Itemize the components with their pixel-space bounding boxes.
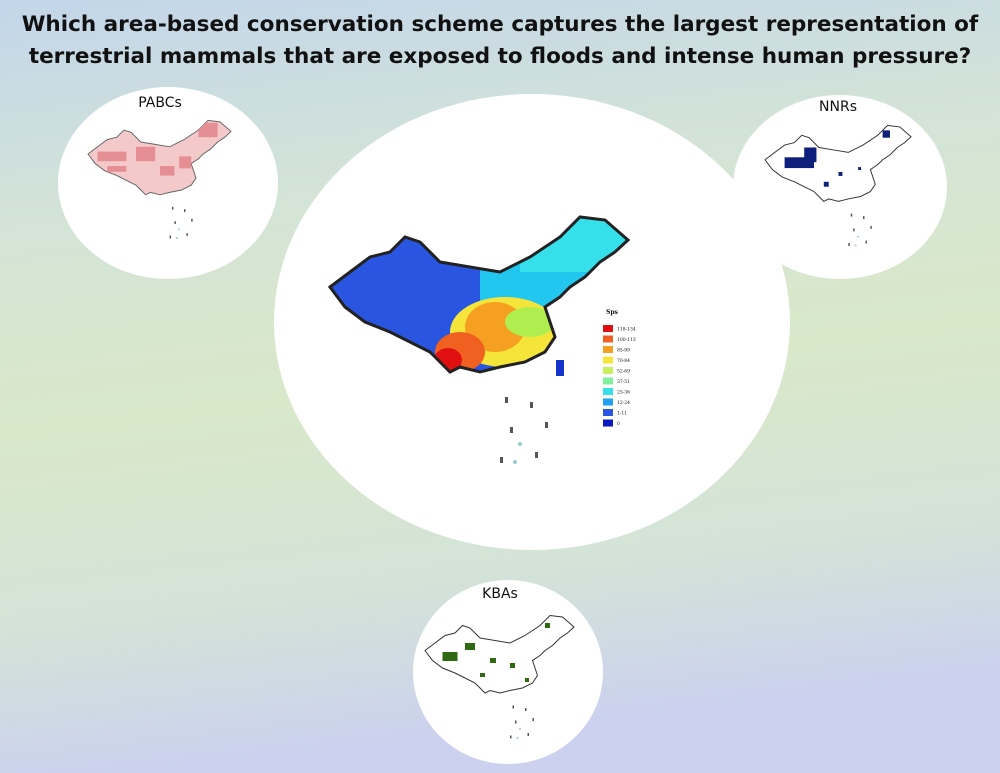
legend-label: 0 <box>617 421 620 427</box>
legend-label: 52-69 <box>617 369 630 375</box>
legend-label: 12-24 <box>617 400 630 406</box>
title-line: terrestrial mammals that are exposed to … <box>29 44 971 69</box>
legend-label: 100-113 <box>617 337 636 343</box>
legend: 118-134 100-113 85-99 70-84 52-69 37-51 … <box>603 325 636 427</box>
panel-kbas: KBAs <box>413 580 603 764</box>
panel-pabcs: PABCs <box>58 87 278 279</box>
legend-label: 25-36 <box>617 390 630 396</box>
panel-label: NNRs <box>819 99 857 115</box>
legend-label: 1-11 <box>617 411 627 417</box>
title-line: Which area-based conservation scheme cap… <box>22 12 979 37</box>
panel-nnrs: NNRs <box>733 95 947 279</box>
panel-label: PABCs <box>138 95 182 111</box>
legend-label: 37-51 <box>617 379 630 385</box>
panel-main: Sps 118-134 100-113 85-99 70-84 52-69 37… <box>274 94 790 550</box>
legend-label: 118-134 <box>617 327 636 333</box>
legend-title: Sps <box>606 309 619 316</box>
legend-label: 85-99 <box>617 348 630 354</box>
legend-label: 70-84 <box>617 358 630 364</box>
panel-label: KBAs <box>482 586 518 602</box>
